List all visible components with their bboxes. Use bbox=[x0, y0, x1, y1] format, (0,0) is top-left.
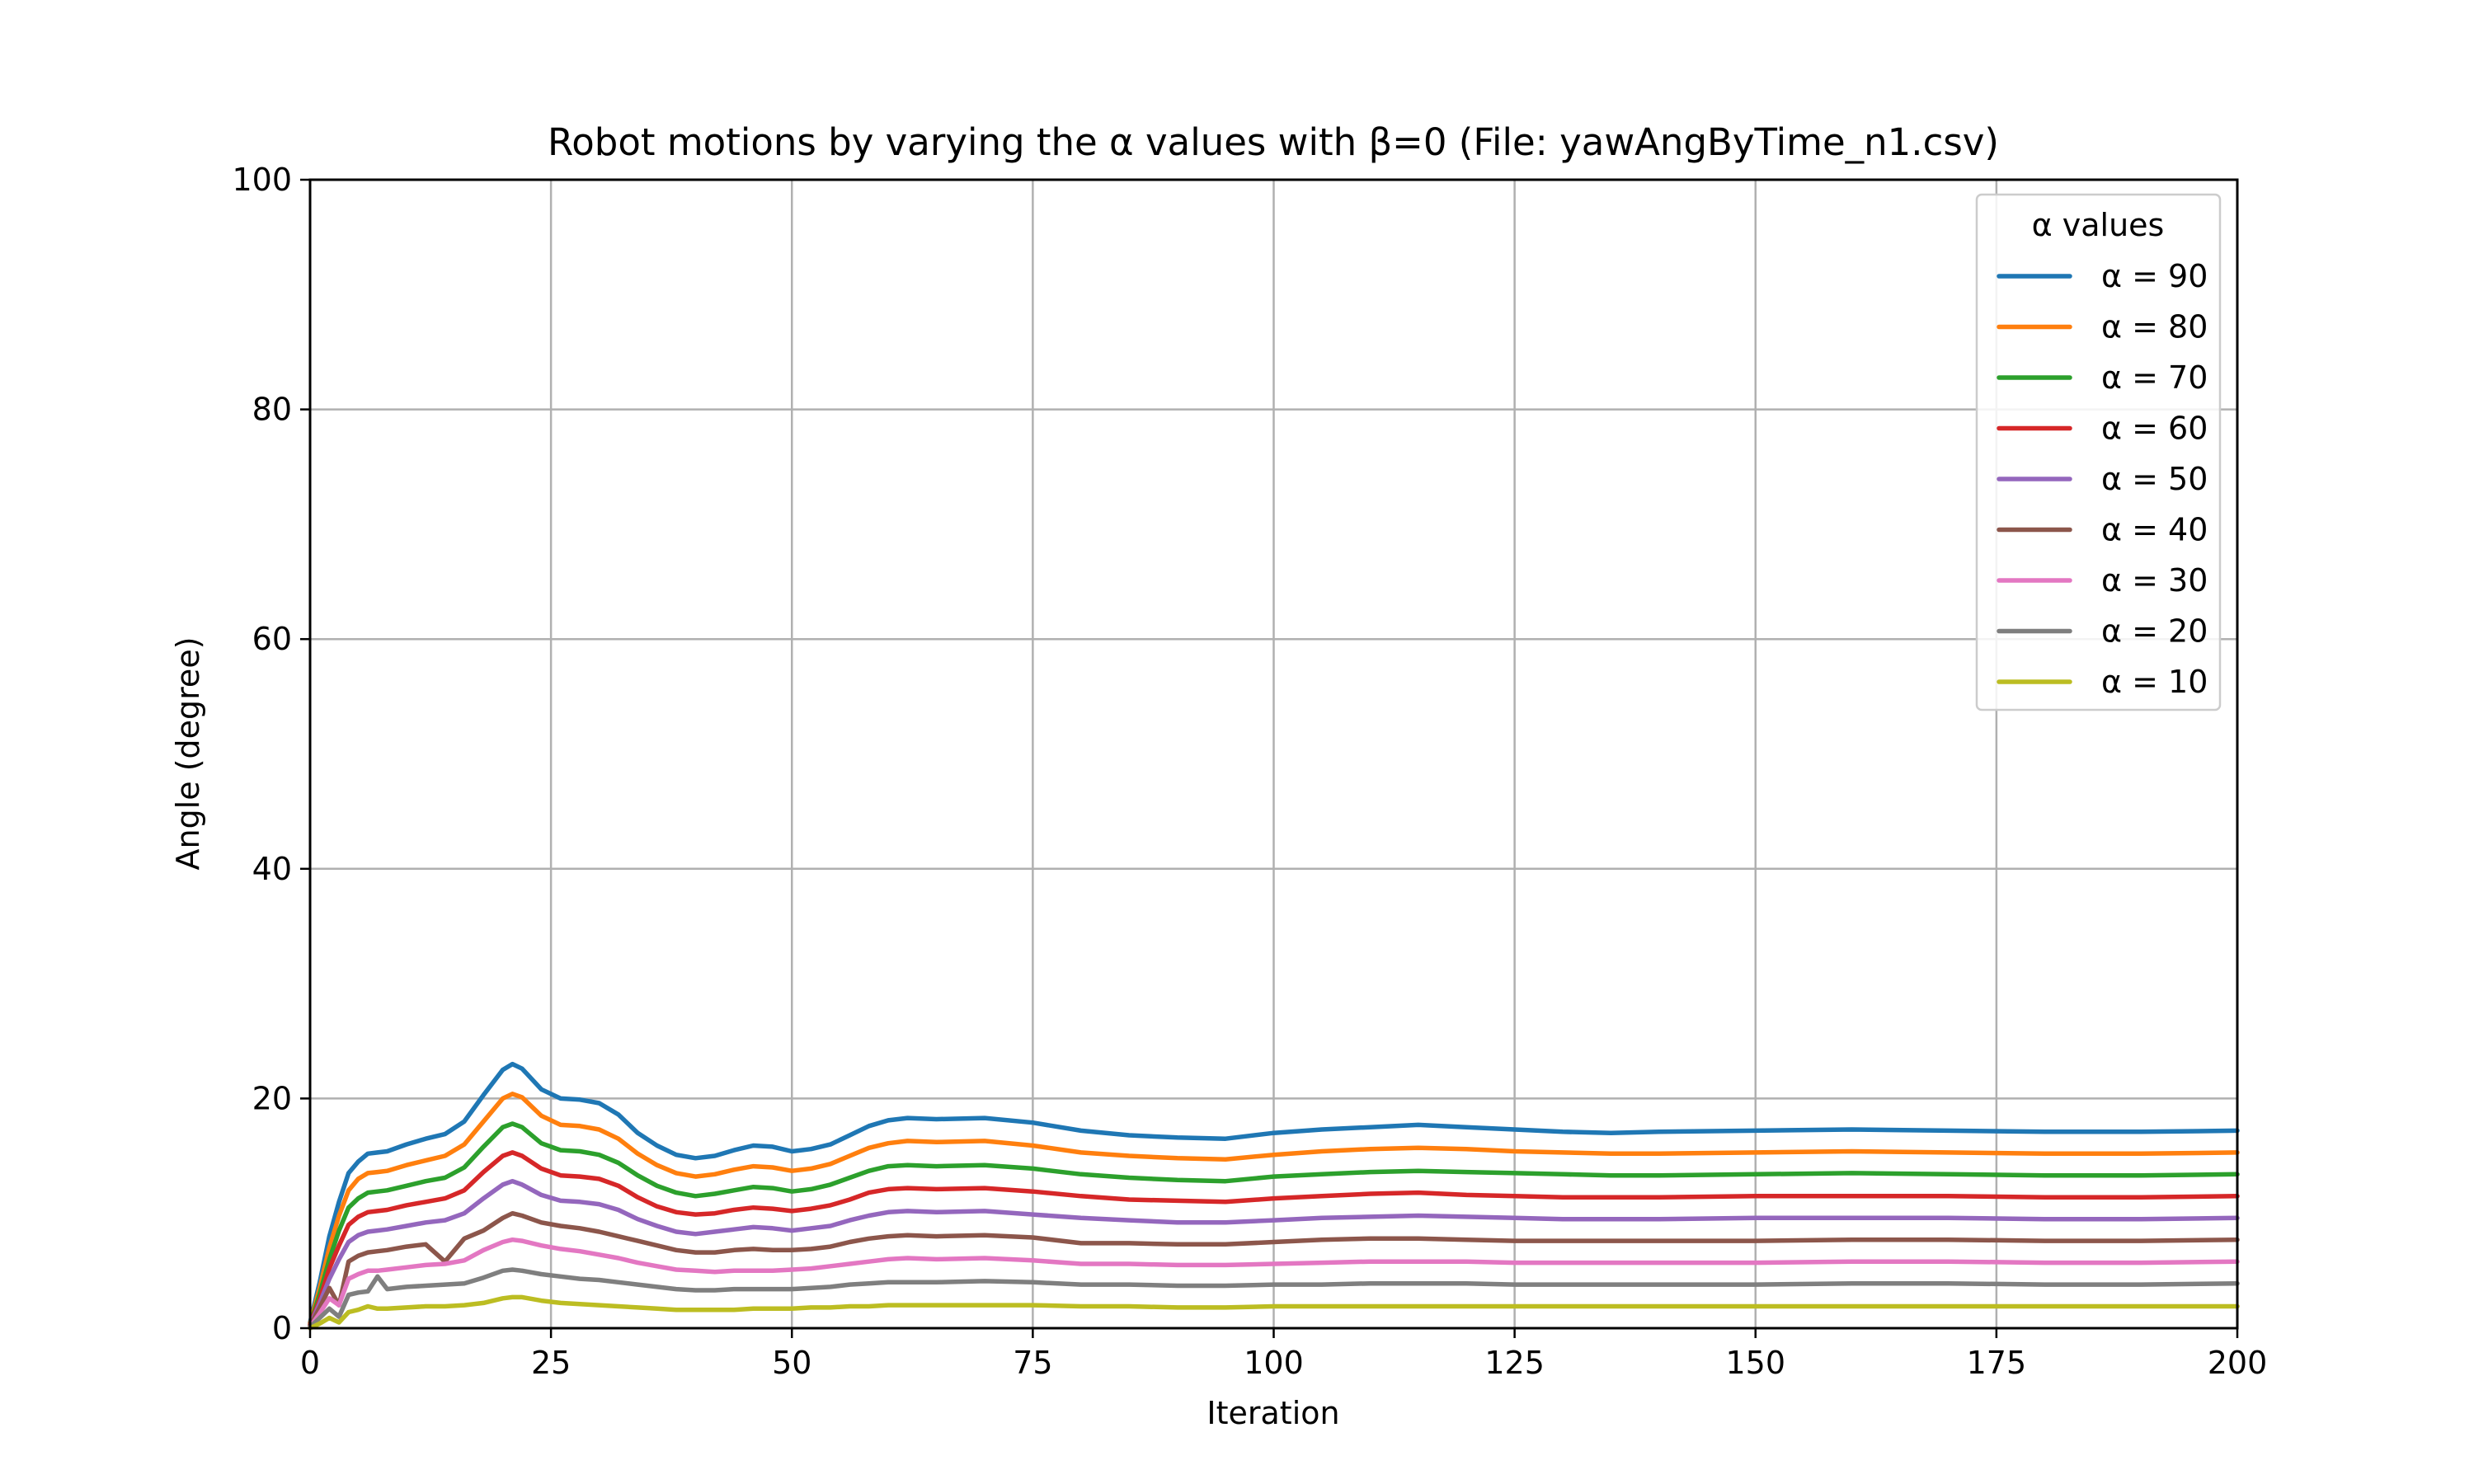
x-tick-label: 175 bbox=[1967, 1345, 2027, 1381]
x-tick-label: 50 bbox=[772, 1345, 811, 1381]
x-tick-label: 0 bbox=[300, 1345, 320, 1381]
series-line-3 bbox=[308, 1150, 2240, 1327]
series-line-5 bbox=[308, 1210, 2240, 1328]
legend-entry-label: α = 30 bbox=[2101, 562, 2208, 599]
y-tick-label: 0 bbox=[272, 1310, 292, 1346]
legend-entry-label: α = 80 bbox=[2101, 309, 2208, 345]
legend-entry-label: α = 70 bbox=[2101, 359, 2208, 396]
legend-entry-label: α = 60 bbox=[2101, 411, 2208, 447]
series-lines bbox=[308, 1061, 2240, 1331]
chart-title: Robot motions by varying the α values wi… bbox=[548, 120, 1999, 164]
legend-entry-label: α = 90 bbox=[2101, 258, 2208, 294]
legend-title: α values bbox=[2032, 207, 2165, 243]
y-tick-label: 60 bbox=[252, 621, 292, 657]
legend-entry-label: α = 10 bbox=[2101, 664, 2208, 700]
x-tick-label: 125 bbox=[1484, 1345, 1545, 1381]
y-tick-label: 40 bbox=[252, 851, 292, 887]
series-line-8 bbox=[308, 1294, 2240, 1331]
series-line-1 bbox=[308, 1092, 2240, 1327]
y-tick-label: 100 bbox=[232, 162, 292, 198]
legend-entry-label: α = 50 bbox=[2101, 461, 2208, 497]
legend-entry-label: α = 20 bbox=[2101, 613, 2208, 650]
y-tick-label: 80 bbox=[252, 392, 292, 428]
y-tick-label: 20 bbox=[252, 1080, 292, 1116]
series-line-7 bbox=[308, 1267, 2240, 1330]
series-line-4 bbox=[308, 1178, 2240, 1328]
series-line-0 bbox=[308, 1061, 2240, 1325]
axis-ticks: 0 25 50 75 100 125 150 175 200 0 20 40 60 80 100 bbox=[232, 162, 2267, 1381]
legend-entry-label: α = 40 bbox=[2101, 512, 2208, 548]
x-tick-label: 100 bbox=[1244, 1345, 1304, 1381]
series-line-6 bbox=[308, 1237, 2240, 1330]
x-tick-label: 75 bbox=[1013, 1345, 1052, 1381]
x-tick-label: 25 bbox=[531, 1345, 571, 1381]
y-axis-label: Angle (degree) bbox=[170, 636, 206, 870]
x-tick-label: 150 bbox=[1725, 1345, 1785, 1381]
x-tick-label: 200 bbox=[2208, 1345, 2268, 1381]
x-axis-label: Iteration bbox=[1206, 1395, 1339, 1431]
series-line-2 bbox=[308, 1121, 2240, 1327]
legend: α values α = 90 α = 80 α = 70 α = 60 α = 50 α… bbox=[1975, 193, 2222, 711]
